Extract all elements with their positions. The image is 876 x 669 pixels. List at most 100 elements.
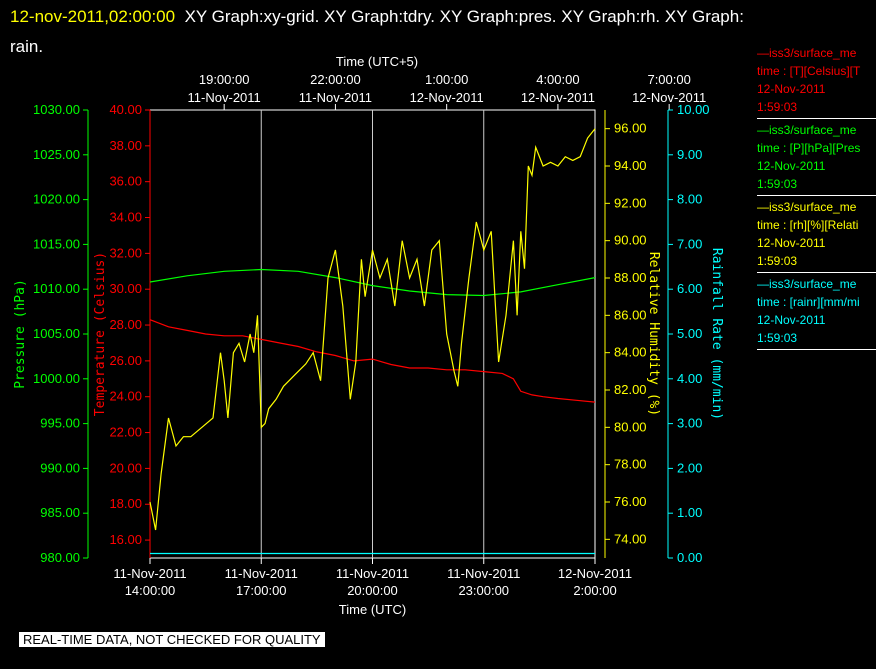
- x-top-tick-label: 7:00:00: [647, 72, 690, 87]
- x-top-tick-label: 12-Nov-2011: [632, 90, 706, 105]
- humidity-tick-label: 88.00: [614, 270, 647, 285]
- title-bar: 12-nov-2011,02:00:00 XY Graph:xy-grid. X…: [10, 2, 860, 62]
- x-bottom-tick-label: 11-Nov-2011: [336, 566, 409, 581]
- x-bottom-tick-label: 23:00:00: [458, 583, 509, 598]
- rainfall-tick-label: 9.00: [677, 147, 702, 162]
- humidity-tick-label: 76.00: [614, 494, 647, 509]
- legend-entry-line: 1:59:03: [757, 100, 798, 114]
- humidity-tick-label: 94.00: [614, 158, 647, 173]
- series-group: [149, 128, 596, 555]
- temperature-tick-label: 20.00: [109, 460, 142, 475]
- x-bottom-tick-label: 11-Nov-2011: [113, 566, 186, 581]
- legend-entry-line: 12-Nov-2011: [757, 159, 826, 173]
- title-graphs: XY Graph:xy-grid. XY Graph:tdry. XY Grap…: [184, 7, 744, 26]
- x-top-tick-label: 1:00:00: [425, 72, 468, 87]
- rainfall-tick-label: 7.00: [677, 236, 702, 251]
- humidity-axis-label: Relative Humidity (%): [646, 252, 661, 416]
- legend-entry-line: 12-Nov-2011: [757, 82, 826, 96]
- rainfall-tick-label: 6.00: [677, 281, 702, 296]
- title-datetime: 12-nov-2011,02:00:00: [10, 7, 176, 26]
- temperature-axis-label: Temperature (Celsius): [93, 252, 108, 416]
- x-bottom-tick-label: 2:00:00: [573, 583, 616, 598]
- x-top-tick-label: 11-Nov-2011: [299, 90, 372, 105]
- pressure-tick-label: 1015.00: [33, 236, 80, 251]
- legend-entry-line: time : [P][hPa][Pres: [757, 141, 861, 155]
- humidity-tick-label: 74.00: [614, 531, 647, 546]
- pressure-tick-label: 1000.00: [33, 371, 80, 386]
- x-bottom-tick-label: 11-Nov-2011: [225, 566, 298, 581]
- temperature-tick-label: 18.00: [109, 496, 142, 511]
- legend-entry-line: 1:59:03: [757, 254, 798, 268]
- humidity-tick-label: 90.00: [614, 233, 647, 248]
- x-top-tick-label: 11-Nov-2011: [188, 90, 261, 105]
- rainfall-tick-label: 3.00: [677, 416, 702, 431]
- temperature-tick-label: 28.00: [109, 317, 142, 332]
- series-line-T: [149, 319, 596, 403]
- pressure-tick-label: 1010.00: [33, 281, 80, 296]
- pressure-tick-label: 985.00: [40, 505, 80, 520]
- pressure-tick-label: 980.00: [40, 550, 80, 565]
- pressure-tick-label: 1030.00: [33, 102, 80, 117]
- x-bottom-tick-label: 11-Nov-2011: [447, 566, 520, 581]
- rainfall-tick-label: 0.00: [677, 550, 702, 565]
- humidity-tick-label: 84.00: [614, 345, 647, 360]
- legend-entry-title: —iss3/surface_me: [757, 200, 857, 214]
- legend-entry-title: —iss3/surface_me: [757, 123, 857, 137]
- pressure-tick-label: 995.00: [40, 416, 80, 431]
- x-top-axis-label: Time (UTC+5): [336, 54, 418, 69]
- x-bottom-tick-label: 20:00:00: [347, 583, 398, 598]
- pressure-tick-label: 990.00: [40, 460, 80, 475]
- title-graphs-cont: rain.: [10, 37, 44, 56]
- x-bottom-tick-label: 12-Nov-2011: [558, 566, 632, 581]
- rainfall-tick-label: 1.00: [677, 505, 702, 520]
- rainfall-tick-label: 8.00: [677, 192, 702, 207]
- pressure-tick-label: 1005.00: [33, 326, 80, 341]
- humidity-tick-label: 80.00: [614, 419, 647, 434]
- temperature-tick-label: 24.00: [109, 389, 142, 404]
- humidity-tick-label: 96.00: [614, 121, 647, 136]
- legend-entry-line: time : [rh][%][Relati: [757, 218, 859, 232]
- rainfall-tick-label: 5.00: [677, 326, 702, 341]
- temperature-tick-label: 16.00: [109, 532, 142, 547]
- rainfall-tick-label: 10.00: [677, 102, 710, 117]
- humidity-tick-label: 82.00: [614, 382, 647, 397]
- x-top-tick-label: 4:00:00: [536, 72, 579, 87]
- legend-entry-line: 1:59:03: [757, 331, 798, 345]
- axes-group: 11-Nov-2011 14:00:00 11-Nov-2011 17:00:00 11…: [13, 54, 724, 617]
- quality-notice: REAL-TIME DATA, NOT CHECKED FOR QUALITY: [19, 632, 325, 647]
- x-top-tick-label: 22:00:00: [310, 72, 361, 87]
- grid-lines: [260, 110, 485, 558]
- x-top-tick-label: 12-Nov-2011: [521, 90, 595, 105]
- rainfall-tick-label: 4.00: [677, 371, 702, 386]
- legend-entry-line: 12-Nov-2011: [757, 236, 826, 250]
- temperature-tick-label: 30.00: [109, 281, 142, 296]
- humidity-tick-label: 86.00: [614, 307, 647, 322]
- temperature-tick-label: 32.00: [109, 245, 142, 260]
- series-line-P: [149, 268, 596, 297]
- pressure-tick-label: 1020.00: [33, 192, 80, 207]
- legend-entry-line: 12-Nov-2011: [757, 313, 826, 327]
- x-bottom-tick-label: 17:00:00: [236, 583, 287, 598]
- temperature-tick-label: 40.00: [109, 102, 142, 117]
- legend-entry-line: time : [T][Celsius][T: [757, 64, 861, 78]
- legend: —iss3/surface_me time : [T][Celsius][T 12-…: [757, 44, 876, 352]
- x-bottom-tick-label: 14:00:00: [125, 583, 176, 598]
- legend-entry-title: —iss3/surface_me: [757, 46, 857, 60]
- x-top-tick-label: 12-Nov-2011: [410, 90, 484, 105]
- temperature-tick-label: 36.00: [109, 174, 142, 189]
- temperature-tick-label: 22.00: [109, 425, 142, 440]
- legend-entry: —iss3/surface_me time : [rainr][mm/mi 12-N…: [757, 275, 876, 350]
- x-top-tick-label: 19:00:00: [199, 72, 250, 87]
- temperature-tick-label: 34.00: [109, 210, 142, 225]
- series-line-rh: [149, 128, 596, 531]
- humidity-tick-label: 92.00: [614, 195, 647, 210]
- legend-entry-line: time : [rainr][mm/mi: [757, 295, 860, 309]
- legend-entry-line: 1:59:03: [757, 177, 798, 191]
- temperature-tick-label: 26.00: [109, 353, 142, 368]
- pressure-tick-label: 1025.00: [33, 147, 80, 162]
- rainfall-axis-label: Rainfall Rate (mm/min): [709, 248, 724, 420]
- humidity-tick-label: 78.00: [614, 457, 647, 472]
